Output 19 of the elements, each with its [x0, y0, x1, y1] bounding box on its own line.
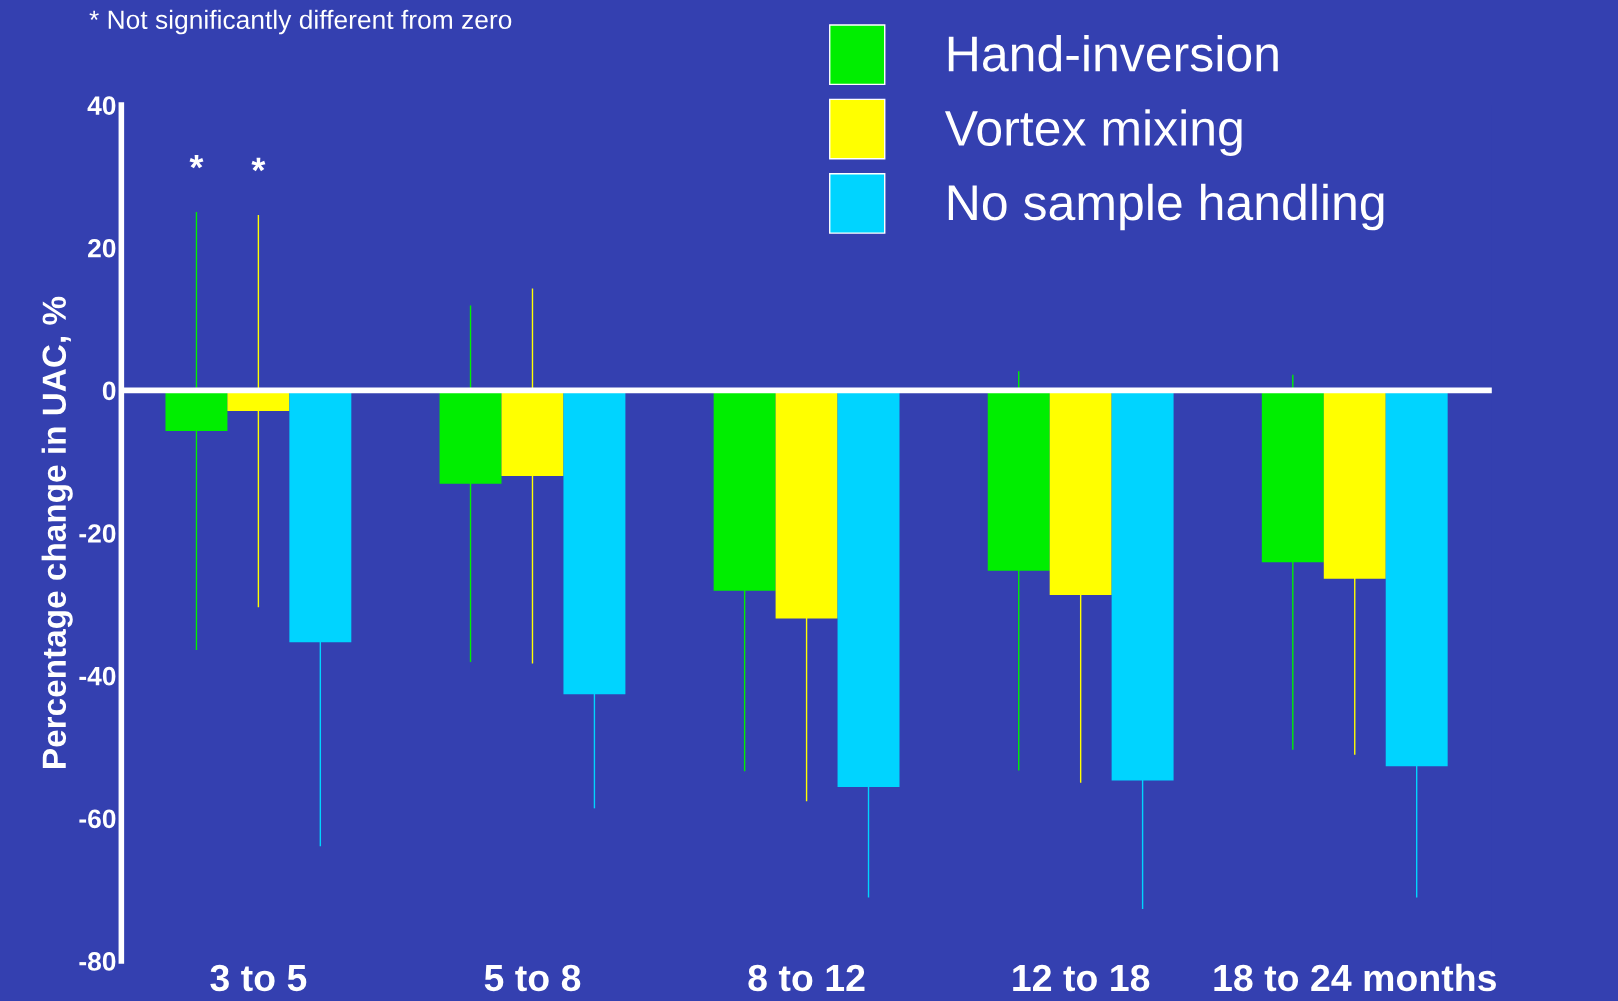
annotation: *: [189, 154, 204, 169]
x-tick-label: 18 to 24 months: [1214, 963, 1496, 992]
y-tick-label: -80: [79, 952, 116, 971]
y-tick-label: -40: [79, 666, 116, 686]
x-tick-label: 8 to 12: [748, 964, 865, 992]
legend-label: No sample handling: [948, 183, 1384, 231]
y-tick-label: 0: [102, 381, 116, 401]
y-axis-title: Percentage change in UAC, %: [41, 296, 73, 768]
legend-label: Hand-inversion: [948, 35, 1278, 72]
y-tick-label: 40: [87, 96, 116, 115]
annotation: *: [251, 157, 266, 172]
y-tick-label: -20: [79, 524, 116, 543]
x-tick-label: 3 to 5: [210, 964, 307, 992]
y-tick-label: 20: [88, 238, 116, 258]
x-tick-label: 12 to 18: [1013, 964, 1150, 992]
y-tick-label: -60: [79, 809, 116, 829]
text: * Not significantly different from zero: [89, 9, 512, 35]
legend-label: Vortex mixing: [944, 109, 1242, 156]
x-tick-label: 5 to 8: [484, 964, 581, 992]
